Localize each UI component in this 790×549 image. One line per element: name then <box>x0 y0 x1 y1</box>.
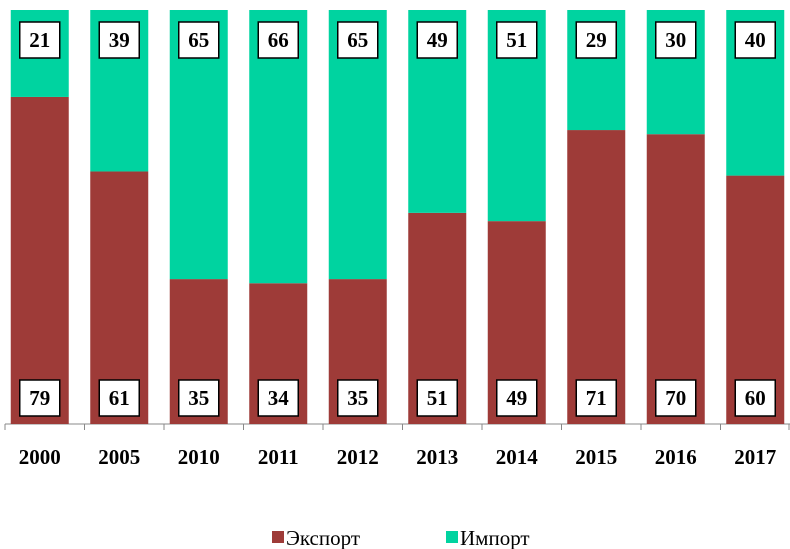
data-label: 29 <box>586 28 607 52</box>
data-label: 51 <box>427 386 448 410</box>
bar-segment <box>10 96 69 424</box>
x-tick-label: 2012 <box>337 445 379 469</box>
data-label: 60 <box>745 386 766 410</box>
label-box <box>496 379 538 417</box>
label-box <box>337 379 379 417</box>
data-label: 35 <box>188 386 209 410</box>
data-label: 66 <box>268 28 289 52</box>
data-label: 65 <box>347 28 368 52</box>
label-box <box>178 21 220 59</box>
data-label: 30 <box>665 28 686 52</box>
legend-label: Экспорт <box>286 526 360 549</box>
label-box <box>575 21 617 59</box>
x-tick-label: 2015 <box>575 445 617 469</box>
x-tick-label: 2000 <box>19 445 61 469</box>
data-label: 79 <box>29 386 50 410</box>
data-label: 71 <box>586 386 607 410</box>
data-label: 51 <box>506 28 527 52</box>
x-tick-label: 2016 <box>655 445 697 469</box>
label-box <box>257 379 299 417</box>
label-box <box>734 21 776 59</box>
label-box <box>19 379 61 417</box>
label-box <box>416 379 458 417</box>
bar-segment <box>567 130 626 424</box>
label-box <box>98 21 140 59</box>
label-box <box>496 21 538 59</box>
bar-segment <box>646 134 705 424</box>
data-label: 21 <box>29 28 50 52</box>
data-label: 49 <box>506 386 527 410</box>
label-box <box>655 379 697 417</box>
data-label: 35 <box>347 386 368 410</box>
label-box <box>655 21 697 59</box>
x-tick-label: 2011 <box>258 445 299 469</box>
label-box <box>178 379 220 417</box>
data-label: 40 <box>745 28 766 52</box>
legend-swatch <box>446 531 458 543</box>
x-tick-label: 2014 <box>496 445 539 469</box>
legend-swatch <box>272 531 284 543</box>
x-tick-label: 2010 <box>178 445 220 469</box>
x-tick-label: 2005 <box>98 445 140 469</box>
data-label: 39 <box>109 28 130 52</box>
label-box <box>416 21 458 59</box>
x-tick-label: 2017 <box>734 445 776 469</box>
legend-label: Импорт <box>460 526 530 549</box>
label-box <box>734 379 776 417</box>
label-box <box>19 21 61 59</box>
label-box <box>575 379 617 417</box>
data-label: 65 <box>188 28 209 52</box>
data-label: 49 <box>427 28 448 52</box>
x-tick-label: 2013 <box>416 445 458 469</box>
label-box <box>98 379 140 417</box>
label-box <box>337 21 379 59</box>
label-box <box>257 21 299 59</box>
data-label: 61 <box>109 386 130 410</box>
data-label: 34 <box>268 386 290 410</box>
data-label: 70 <box>665 386 686 410</box>
